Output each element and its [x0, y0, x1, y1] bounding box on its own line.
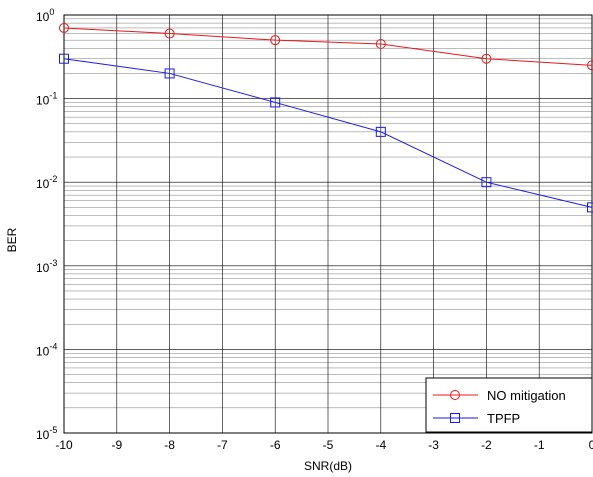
y-tick-label: 10-2 — [36, 174, 57, 191]
x-tick-label: -3 — [428, 438, 439, 452]
y-tick-label: 10-3 — [36, 258, 57, 275]
x-axis-ticks: -10 -9 -8 -7 -6 -5 -4 -3 -2 -1 0 — [55, 438, 593, 452]
plot-frame — [63, 14, 593, 434]
y-tick-label: 10-4 — [36, 341, 57, 358]
x-tick-label: -10 — [55, 438, 73, 452]
legend-label: NO mitigation — [487, 388, 566, 403]
data-point — [375, 38, 386, 49]
data-point — [481, 177, 492, 188]
x-axis-label: SNR(dB) — [304, 459, 352, 473]
data-point — [59, 53, 69, 64]
x-tick-label: 0 — [589, 438, 593, 452]
x-tick-label: -4 — [375, 438, 386, 452]
x-tick-label: -8 — [164, 438, 175, 452]
series-group — [59, 22, 593, 213]
series-line-0 — [63, 27, 593, 66]
y-tick-label: 10-5 — [36, 425, 57, 442]
data-point — [270, 97, 281, 108]
x-tick-label: -6 — [270, 438, 281, 452]
data-point — [375, 126, 386, 137]
data-point — [481, 53, 492, 64]
x-tick-label: -7 — [217, 438, 228, 452]
x-tick-label: -2 — [481, 438, 492, 452]
data-point — [164, 68, 175, 79]
legend-label: TPFP — [487, 411, 520, 426]
data-point — [59, 22, 69, 33]
x-tick-label: -5 — [323, 438, 334, 452]
x-tick-label: -1 — [534, 438, 545, 452]
legend-marker — [450, 413, 460, 423]
x-tick-label: -9 — [111, 438, 122, 452]
legend: NO mitigation TPFP — [425, 377, 593, 433]
data-point — [587, 202, 593, 213]
data-point — [270, 35, 281, 46]
data-point — [587, 60, 593, 71]
legend-marker — [450, 390, 460, 400]
series-line-1 — [63, 58, 593, 208]
y-tick-label: 100 — [36, 7, 54, 24]
y-axis-ticks: 10-5 10-4 10-3 10-2 10-1 100 — [36, 7, 57, 442]
data-point — [164, 28, 175, 39]
y-tick-label: 10-1 — [36, 91, 57, 108]
y-axis-label: BER — [5, 227, 19, 252]
